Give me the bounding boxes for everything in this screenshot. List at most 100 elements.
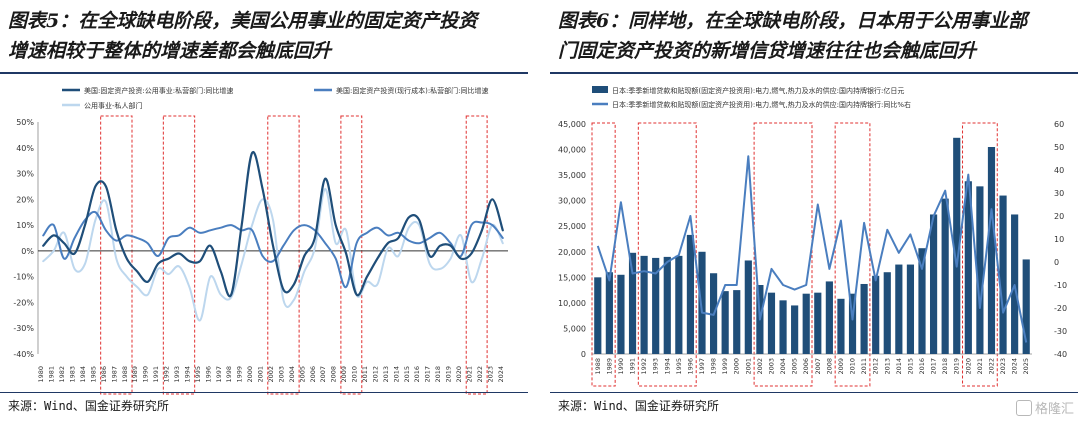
x-tick-label: 2011 (860, 358, 868, 375)
title-line-2: 增速相较于整体的增速差都会触底回升 (8, 40, 332, 62)
x-tick-label: 2004 (779, 358, 787, 375)
x-tick-label: 2013 (382, 366, 390, 383)
source-divider (550, 392, 1078, 393)
x-tick-label: 1996 (204, 366, 212, 383)
y-tick-label: -10% (13, 273, 34, 282)
bar (814, 292, 822, 354)
x-tick-label: 2020 (455, 366, 463, 383)
chart-panel-6: 图表6：同样地，在全球缺电阶段，日本用于公用事业部 门固定资产投资的新增信贷增速… (550, 0, 1080, 421)
bar (976, 186, 984, 354)
x-tick-label: 2012 (872, 358, 880, 375)
legend-label: 美国:固定资产投资(现行成本):私营部门:同比增速 (336, 86, 489, 95)
bar (733, 290, 741, 354)
bar (640, 255, 648, 354)
title-line-1: 图表6：同样地，在全球缺电阶段，日本用于公用事业部 (558, 10, 1028, 32)
highlight-box (465, 115, 488, 395)
y-tick-label: 40% (16, 144, 34, 153)
series-line (42, 150, 504, 298)
bar (848, 293, 857, 354)
y-left-tick-label: 45,000 (558, 120, 586, 129)
y-right-tick-label: 20 (1054, 212, 1064, 221)
x-tick-label: 1993 (652, 358, 660, 375)
x-tick-label: 1988 (594, 358, 602, 375)
bar (721, 291, 729, 354)
x-tick-label: 2009 (340, 366, 348, 383)
y-tick-label: 0% (21, 247, 34, 256)
x-tick-label: 2019 (445, 366, 453, 383)
x-tick-label: 1997 (698, 358, 706, 375)
x-tick-label: 1994 (663, 358, 671, 375)
x-tick-label: 1989 (605, 358, 613, 375)
y-left-tick-label: 25,000 (558, 222, 586, 231)
title-divider (550, 72, 1078, 74)
bar (628, 252, 637, 354)
series-line (596, 155, 1028, 343)
bar (767, 292, 776, 354)
watermark-text: 格隆汇 (1034, 402, 1074, 417)
x-tick-label: 2025 (1022, 358, 1030, 375)
bar (953, 137, 961, 354)
bar (860, 283, 868, 354)
bar (791, 305, 799, 354)
bar (779, 300, 787, 354)
x-tick-label: 2002 (267, 366, 275, 383)
y-left-tick-label: 40,000 (558, 146, 586, 155)
x-tick-label: 1992 (640, 358, 648, 375)
y-tick-label: -40% (13, 350, 34, 359)
x-tick-label: 1995 (675, 358, 683, 375)
x-tick-label: 2009 (837, 358, 845, 375)
highlight-box (753, 122, 813, 387)
x-tick-label: 2021 (465, 366, 473, 383)
x-tick-label: 1999 (236, 366, 244, 383)
x-tick-label: 1991 (152, 366, 160, 383)
x-tick-label: 1986 (100, 366, 108, 383)
bar (802, 293, 810, 354)
x-tick-label: 2019 (953, 358, 961, 375)
y-right-tick-label: -30 (1054, 327, 1067, 336)
x-tick-label: 2006 (309, 366, 317, 383)
x-tick-label: 2014 (895, 358, 903, 375)
x-tick-label: 2008 (330, 366, 338, 383)
x-tick-label: 2000 (733, 358, 741, 375)
x-tick-label: 1999 (721, 358, 729, 375)
x-tick-label: 2022 (987, 358, 995, 375)
x-tick-label: 2007 (814, 358, 822, 375)
y-left-tick-label: 30,000 (558, 197, 586, 206)
highlight-box (340, 115, 363, 395)
x-tick-label: 2013 (883, 358, 891, 375)
x-tick-label: 2004 (288, 366, 296, 383)
source-note: 来源：Wind、国金证券研究所 (558, 399, 719, 413)
bar (825, 281, 833, 354)
bar (686, 234, 695, 354)
y-right-tick-label: -20 (1054, 304, 1067, 313)
x-tick-label: 2017 (930, 358, 938, 375)
bar (964, 181, 972, 354)
bar (987, 147, 996, 354)
x-tick-label: 1982 (58, 366, 66, 383)
bar (929, 214, 938, 354)
x-tick-label: 2016 (413, 366, 421, 383)
y-tick-label: -30% (13, 324, 34, 333)
x-tick-label: 1988 (121, 366, 129, 383)
x-tick-label: 1990 (142, 366, 150, 383)
x-tick-label: 1987 (110, 366, 118, 383)
highlight-box (100, 115, 133, 395)
y-right-tick-label: -10 (1054, 281, 1067, 290)
x-tick-label: 2007 (319, 366, 327, 383)
chart-title: 图表5：在全球缺电阶段，美国公用事业的固定资产投资 增速相较于整体的增速差都会触… (8, 6, 528, 66)
y-right-tick-label: 40 (1054, 166, 1064, 175)
japan-utility-loans-chart: 日本:季季新增贷款和贴现额(固定资产投资用):电力,燃气,热力及水的供应:国内持… (558, 86, 1067, 387)
bar (652, 257, 660, 354)
x-tick-label: 1992 (163, 366, 171, 383)
y-tick-label: 50% (16, 118, 34, 127)
legend-label: 美国:固定资产投资:公用事业:私营部门:同比增速 (84, 86, 233, 95)
highlight-box (162, 115, 196, 395)
x-tick-label: 2024 (1011, 358, 1019, 375)
watermark-logo: 格隆汇 (1015, 398, 1074, 417)
x-tick-label: 2023 (486, 366, 494, 383)
x-tick-label: 2001 (257, 366, 265, 383)
x-tick-label: 1984 (79, 366, 87, 383)
x-tick-label: 2015 (403, 366, 411, 383)
x-tick-label: 2015 (906, 358, 914, 375)
bar (594, 277, 602, 354)
